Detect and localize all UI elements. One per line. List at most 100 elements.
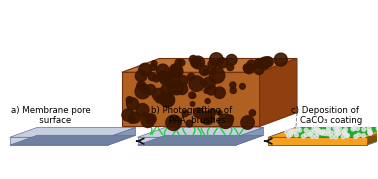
Circle shape [289,132,293,136]
Circle shape [321,129,325,133]
Circle shape [153,75,160,82]
Polygon shape [367,127,378,145]
Circle shape [254,59,264,68]
Circle shape [342,130,346,134]
Circle shape [150,64,156,70]
Circle shape [333,126,337,130]
Polygon shape [268,135,378,145]
Circle shape [313,129,316,133]
Circle shape [226,54,237,65]
Circle shape [127,98,138,110]
Polygon shape [138,127,263,137]
Circle shape [327,126,330,130]
Circle shape [302,134,305,138]
Circle shape [217,58,227,68]
Circle shape [189,76,204,91]
Circle shape [290,130,294,134]
Circle shape [214,87,225,98]
Circle shape [167,83,178,94]
Polygon shape [260,59,297,126]
Circle shape [326,129,330,133]
Circle shape [263,57,273,67]
Circle shape [218,114,233,129]
Circle shape [203,114,213,123]
Circle shape [341,135,345,139]
Circle shape [186,120,193,127]
Circle shape [191,57,201,67]
Circle shape [285,130,289,134]
Circle shape [175,59,182,66]
Circle shape [337,131,341,135]
Circle shape [334,130,338,134]
Circle shape [187,73,195,81]
Circle shape [335,127,339,131]
Circle shape [336,132,340,136]
Circle shape [200,79,206,85]
Circle shape [351,127,355,131]
Circle shape [143,112,148,117]
Circle shape [190,102,195,106]
Circle shape [345,134,349,138]
Circle shape [148,73,156,81]
Circle shape [201,118,206,123]
Circle shape [326,132,330,136]
Circle shape [160,92,175,107]
Circle shape [258,58,270,70]
Circle shape [178,76,188,85]
Circle shape [367,127,371,130]
Circle shape [320,131,324,135]
Polygon shape [10,137,108,145]
Circle shape [304,133,308,137]
Circle shape [189,55,197,63]
Circle shape [362,134,366,138]
Circle shape [166,115,181,130]
Polygon shape [138,135,263,145]
Circle shape [293,129,297,133]
Circle shape [169,115,181,128]
Circle shape [368,129,372,133]
Circle shape [255,65,263,74]
Polygon shape [236,127,263,145]
Circle shape [316,131,320,135]
Circle shape [226,115,234,123]
Circle shape [174,118,179,124]
Circle shape [128,116,135,123]
Polygon shape [122,72,260,126]
Circle shape [210,53,223,66]
Circle shape [136,103,149,116]
Circle shape [312,126,316,130]
Circle shape [356,127,359,130]
Circle shape [362,127,366,131]
Polygon shape [268,127,378,137]
Circle shape [329,131,333,135]
Circle shape [203,69,209,74]
Text: b) Photografting of
    PAA  brushes: b) Photografting of PAA brushes [151,106,232,125]
Circle shape [126,97,133,103]
Circle shape [274,53,287,66]
Circle shape [170,65,183,78]
Circle shape [137,81,146,90]
Circle shape [308,132,312,136]
Circle shape [122,109,134,121]
Circle shape [203,77,215,89]
Circle shape [153,88,166,101]
Circle shape [344,128,348,132]
Circle shape [240,84,245,89]
Circle shape [249,110,256,116]
Circle shape [192,94,196,98]
Circle shape [209,109,216,116]
Circle shape [206,85,216,95]
Circle shape [260,57,271,68]
Polygon shape [108,127,136,145]
Polygon shape [268,137,367,145]
Circle shape [244,63,254,74]
Circle shape [376,127,378,130]
Text: c) Deposition of
    CaCO₃ coating: c) Deposition of CaCO₃ coating [289,106,362,125]
Circle shape [291,129,295,133]
Circle shape [294,133,298,137]
Circle shape [200,66,209,76]
Circle shape [357,133,361,137]
Circle shape [316,128,320,132]
Circle shape [229,115,233,119]
Circle shape [170,81,183,95]
